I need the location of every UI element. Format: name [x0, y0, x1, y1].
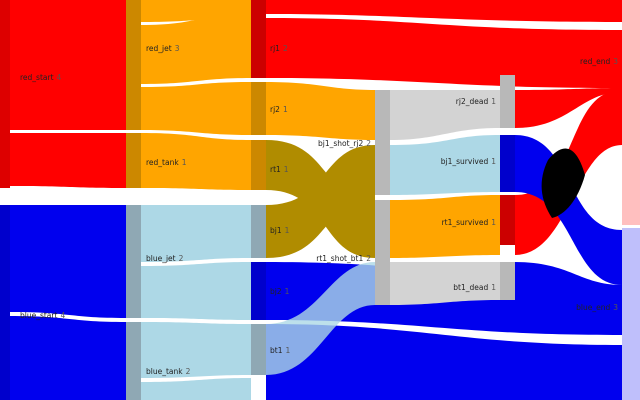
node-red-start[interactable]	[0, 0, 10, 188]
link-bj1-survived-blue-end	[515, 135, 622, 285]
link-red-tank-rt1	[141, 133, 251, 190]
label-red-jet: red_jet 3	[146, 44, 180, 53]
label-rt1-survived: rt1_survived 1	[442, 218, 497, 227]
node-bj1[interactable]	[251, 205, 266, 258]
link-shot-rt1-survived	[390, 195, 500, 258]
links-start-to-type	[10, 0, 126, 400]
label-bj1-shot-rj2: bj1_shot_rj2 2	[318, 139, 371, 148]
link-blue-jet-bj1	[141, 205, 251, 262]
label-blue-end: blue_end 3	[576, 303, 618, 312]
label-blue-start: blue_start 4	[20, 311, 65, 320]
link-bt1-shot	[266, 262, 375, 375]
label-blue-jet: blue_jet 2	[146, 254, 184, 263]
node-red-end[interactable]	[622, 0, 640, 225]
label-bj1: bj1 1	[270, 226, 290, 235]
node-rt1[interactable]	[251, 140, 266, 190]
link-rj2-shot	[266, 82, 375, 140]
node-labels: red_start 4 blue_start 4 red_jet 3 red_tank…	[20, 44, 618, 376]
node-rt1-survived[interactable]	[500, 195, 515, 245]
link-blue-tank-bt1b	[141, 378, 251, 400]
link-blue-tank-bt1	[141, 322, 251, 378]
node-bj2[interactable]	[251, 262, 266, 320]
label-rj2: rj2 1	[270, 105, 288, 114]
node-bj1-shot-rj2[interactable]	[375, 90, 390, 195]
link-blue-start-blue-jet	[10, 205, 126, 318]
link-rj2-dead-red-end	[515, 88, 622, 128]
label-bj1-survived: bj1_survived 1	[441, 157, 496, 166]
label-bj2: bj2 1	[270, 287, 290, 296]
links-shot-to-outcome	[390, 90, 500, 305]
label-rt1: rt1 1	[270, 165, 289, 174]
links-unit-to-shot	[266, 82, 375, 375]
link-bt1-dead-blue-end	[515, 262, 622, 300]
label-bt1: bt1 1	[270, 346, 290, 355]
label-rj2-dead: rj2_dead 1	[456, 97, 496, 106]
label-blue-tank: blue_tank 2	[146, 367, 191, 376]
label-red-end: red_end 3	[580, 57, 618, 66]
node-rj1[interactable]	[251, 0, 266, 78]
link-crossing-overlap	[541, 148, 585, 218]
link-rj1-red-end-b	[266, 18, 622, 88]
link-shot-bj1-survived	[390, 135, 500, 195]
node-bt1[interactable]	[251, 324, 266, 375]
node-rj2[interactable]	[251, 82, 266, 135]
link-bj1-shot	[266, 145, 375, 258]
node-blue-jet[interactable]	[126, 205, 141, 318]
label-rt1-shot-bt1: rt1_shot_bt1 2	[316, 254, 371, 263]
node-red-jet[interactable]	[126, 0, 141, 130]
link-rj1-red-end	[266, 0, 622, 22]
link-blue-start-blue-tank	[10, 316, 126, 400]
node-bj1-survived[interactable]	[500, 135, 515, 192]
label-red-tank: red_tank 1	[146, 158, 187, 167]
node-rj2-dead[interactable]	[500, 75, 515, 128]
links-type-to-unit	[141, 0, 251, 400]
node-blue-tank[interactable]	[126, 322, 141, 400]
link-shot-rj2-dead	[390, 90, 500, 140]
link-bt1-blue-end	[266, 324, 622, 400]
link-red-start-red-tank	[10, 133, 126, 188]
node-rt1-shot-bt1[interactable]	[375, 200, 390, 305]
label-red-start: red_start 4	[20, 73, 62, 82]
label-bt1-dead: bt1_dead 1	[453, 283, 496, 292]
link-blue-jet-bj2	[141, 262, 251, 320]
link-red-jet-rj1b	[141, 14, 251, 84]
links-outcome-to-end	[515, 88, 622, 300]
node-red-tank[interactable]	[126, 133, 141, 188]
node-bt1-dead[interactable]	[500, 262, 515, 300]
node-blue-start[interactable]	[0, 205, 10, 400]
link-red-jet-rj2	[141, 82, 251, 135]
link-red-start-red-jet	[10, 0, 126, 130]
link-shot-bt1-dead	[390, 262, 500, 305]
node-blue-end[interactable]	[622, 228, 640, 400]
label-rj1: rj1 2	[270, 44, 288, 53]
